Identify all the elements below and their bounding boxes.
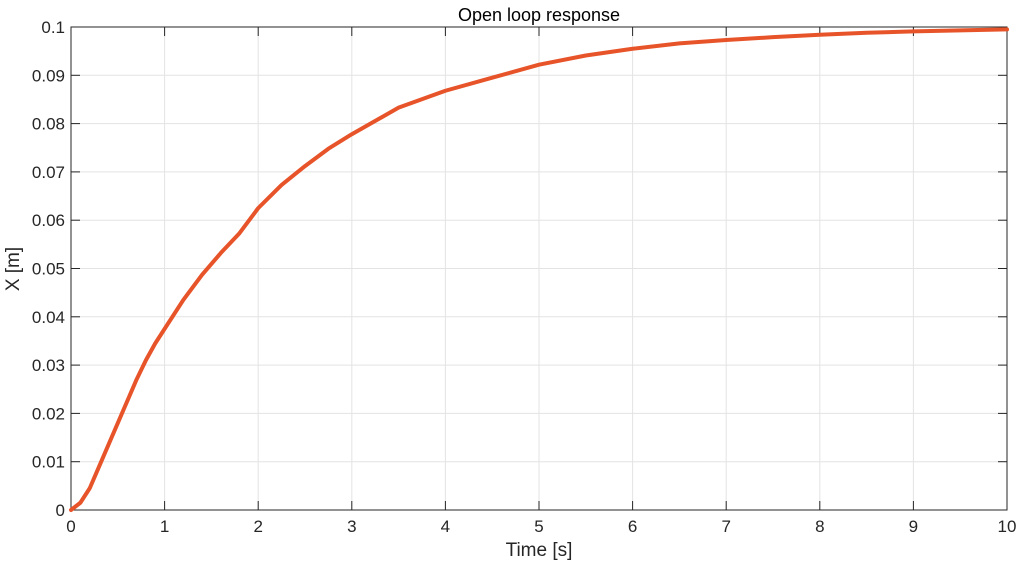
y-tick-label: 0.04 xyxy=(32,308,65,327)
x-tick-label: 3 xyxy=(347,517,356,536)
y-tick-label: 0.06 xyxy=(32,211,65,230)
x-tick-label: 6 xyxy=(628,517,637,536)
x-tick-label: 2 xyxy=(253,517,262,536)
y-tick-label: 0.05 xyxy=(32,260,65,279)
y-tick-label: 0.03 xyxy=(32,356,65,375)
x-axis-title: Time [s] xyxy=(506,540,573,561)
grid xyxy=(70,26,1008,511)
y-tick-label: 0.02 xyxy=(32,404,65,423)
series-layer xyxy=(69,27,1009,512)
x-tick-label: 1 xyxy=(160,517,169,536)
y-tick-label: 0.08 xyxy=(32,115,65,134)
chart-title: Open loop response xyxy=(458,5,620,25)
y-tick-label: 0.09 xyxy=(32,66,65,85)
x-tick-label: 4 xyxy=(441,517,450,536)
x-tick-label: 8 xyxy=(815,517,824,536)
x-tick-label: 0 xyxy=(66,517,75,536)
response-line xyxy=(69,27,1009,512)
y-tick-label: 0.01 xyxy=(32,453,65,472)
x-tick-label: 5 xyxy=(534,517,543,536)
x-tick-label: 10 xyxy=(998,517,1017,536)
x-tick-label: 7 xyxy=(721,517,730,536)
ticks: 0 1 2 3 4 5 6 7 8 9 10 0 0.01 0.02 0.03 0.04 0.05 0.06 0.0… xyxy=(32,18,1017,536)
y-axis-title: X [m] xyxy=(3,247,24,291)
x-tick-label: 9 xyxy=(909,517,918,536)
y-tick-label: 0.1 xyxy=(41,18,65,37)
y-tick-label: 0 xyxy=(56,501,65,520)
y-tick-label: 0.07 xyxy=(32,163,65,182)
